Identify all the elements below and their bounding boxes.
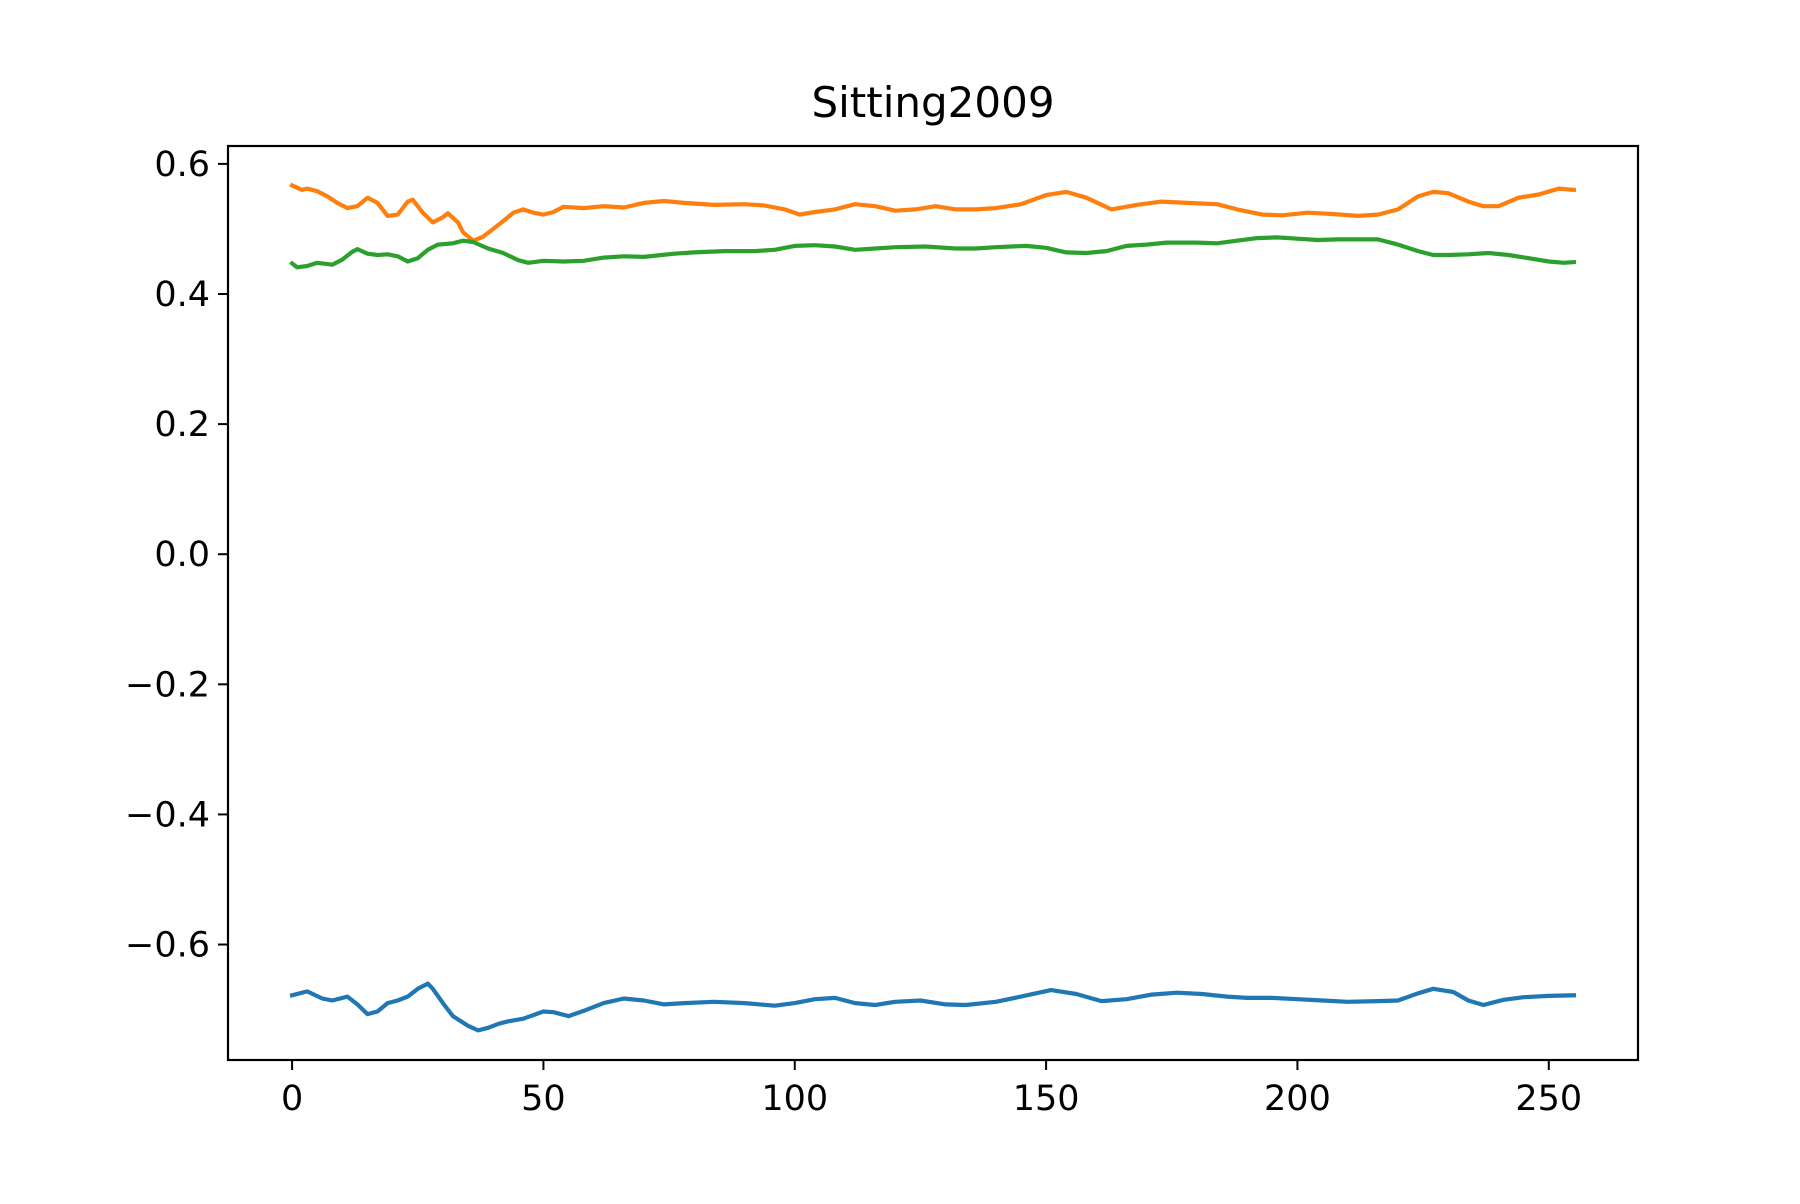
x-tick-label: 0: [281, 1079, 303, 1119]
x-tick-label: 200: [1264, 1079, 1331, 1119]
y-tick-label: 0.2: [154, 405, 210, 445]
chart-title: Sitting2009: [811, 78, 1054, 127]
series-line-3: [289, 235, 1577, 270]
y-tick-label: 0.0: [154, 535, 210, 575]
x-tick-label: 150: [1013, 1079, 1080, 1119]
y-tick-label: 0.4: [154, 275, 210, 315]
series-layer: [289, 182, 1577, 1033]
series-line-1: [289, 981, 1577, 1033]
series-line-2: [289, 182, 1577, 243]
x-tick-label: 250: [1515, 1079, 1582, 1119]
y-tick-label: −0.2: [125, 665, 210, 705]
y-tick-label: −0.6: [125, 926, 210, 966]
x-tick-label: 50: [521, 1079, 566, 1119]
x-tick-label: 100: [761, 1079, 828, 1119]
axis-layer: 0 50 100 150 200 250 0.6 0.4 0.2 0.0 −0.2 −0.4 −0.6: [125, 145, 1582, 1119]
y-tick-label: 0.6: [154, 145, 210, 185]
y-tick-label: −0.4: [125, 795, 210, 835]
plot-area-frame: [226, 144, 1640, 1062]
